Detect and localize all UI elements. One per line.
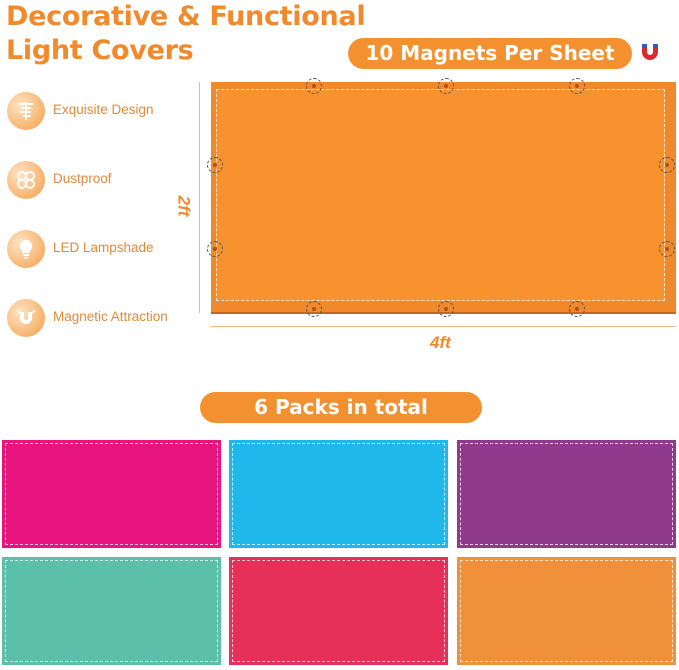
page-title: Decorative & Functional Light Covers bbox=[6, 0, 366, 68]
magnet-dot bbox=[569, 78, 585, 94]
magnet-dot bbox=[438, 78, 454, 94]
sheet-pink bbox=[2, 440, 221, 548]
title-line-2: Light Covers bbox=[6, 35, 194, 66]
magnet-dot bbox=[569, 301, 585, 317]
magnet-dot bbox=[207, 157, 223, 173]
width-dimension-line bbox=[211, 326, 676, 327]
title-line-1: Decorative & Functional bbox=[6, 1, 366, 32]
sheet-teal bbox=[2, 557, 221, 665]
feature-label: LED Lampshade bbox=[53, 240, 154, 255]
design-icon bbox=[7, 92, 45, 130]
bulb-icon bbox=[7, 230, 45, 268]
feature-label: Magnetic Attraction bbox=[53, 309, 168, 324]
dustproof-icon bbox=[7, 161, 45, 199]
feature-exquisite-design: Exquisite Design bbox=[7, 92, 202, 132]
width-dimension-label: 4ft bbox=[430, 333, 451, 352]
magnet-dot bbox=[306, 78, 322, 94]
feature-led-lampshade: LED Lampshade bbox=[7, 230, 202, 270]
horseshoe-magnet-icon bbox=[642, 44, 658, 60]
height-dimension-label: 2ft bbox=[174, 195, 194, 217]
height-dimension-line bbox=[199, 82, 200, 313]
magnet-dot bbox=[659, 241, 675, 257]
sheet-blue bbox=[229, 440, 448, 548]
feature-magnetic-attraction: Magnetic Attraction bbox=[7, 299, 202, 339]
packs-total-badge: 6 Packs in total bbox=[200, 392, 482, 423]
feature-label: Exquisite Design bbox=[53, 102, 154, 117]
magnet-dot bbox=[659, 157, 675, 173]
magnet-icon bbox=[7, 299, 45, 337]
sheet-purple bbox=[457, 440, 676, 548]
sheet-red bbox=[229, 557, 448, 665]
magnet-dot bbox=[438, 301, 454, 317]
light-cover-sheet-stitching bbox=[216, 89, 665, 301]
magnet-dot bbox=[207, 241, 223, 257]
magnets-per-sheet-badge: 10 Magnets Per Sheet bbox=[348, 38, 632, 69]
feature-dustproof: Dustproof bbox=[7, 161, 202, 201]
feature-label: Dustproof bbox=[53, 171, 112, 186]
sheet-orange bbox=[457, 557, 676, 665]
magnet-dot bbox=[306, 301, 322, 317]
